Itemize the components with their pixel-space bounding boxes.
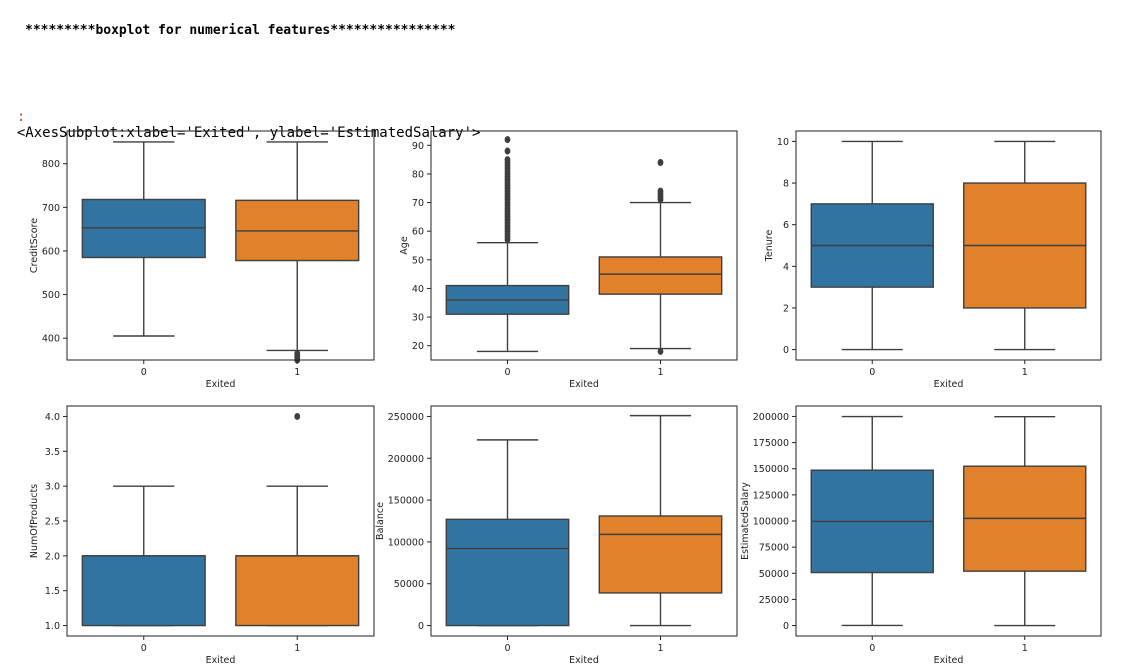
- y-tick-label: 0: [783, 345, 789, 356]
- y-tick-label: 200000: [753, 412, 789, 423]
- subplot-balance: 0 50000 100000 150000 200000 250000 0 1 Exited Ba…: [375, 405, 738, 666]
- outlier-point: [657, 187, 664, 195]
- x-tick-label: 0: [869, 367, 875, 378]
- axes-frame: [795, 130, 1102, 361]
- y-tick-label: 100000: [753, 517, 789, 528]
- y-tick-label: 1.5: [45, 586, 60, 597]
- y-tick-label: 0: [418, 621, 424, 632]
- x-axis-label: Exited: [206, 655, 236, 666]
- box-exited-1: [598, 256, 723, 295]
- x-axis-label: Exited: [569, 655, 599, 666]
- outlier-point: [657, 347, 664, 355]
- cell-output-row: : <AxesSubplot:xlabel='Exited', ylabel='…: [0, 93, 481, 141]
- y-axis-label: Balance: [375, 502, 386, 540]
- y-tick-label: 80: [412, 169, 424, 180]
- y-tick-label: 250000: [388, 412, 424, 423]
- cell-heading-text: *********boxplot for numerical features*…: [25, 23, 456, 38]
- x-tick-label: 0: [504, 367, 510, 378]
- y-tick-label: 25000: [759, 595, 789, 606]
- y-tick-label: 50000: [759, 569, 789, 580]
- y-tick-label: 150000: [753, 464, 789, 475]
- x-tick-label: 1: [657, 367, 663, 378]
- box-exited-0: [445, 518, 570, 627]
- y-axis-label: EstimatedSalary: [740, 482, 751, 560]
- x-tick-label: 0: [504, 643, 510, 654]
- x-tick-label: 0: [141, 643, 147, 654]
- y-axis-label: CreditScore: [29, 218, 40, 273]
- x-axis-label: Exited: [934, 379, 964, 390]
- x-tick-label: 1: [294, 643, 300, 654]
- y-tick-label: 175000: [753, 438, 789, 449]
- y-tick-label: 10: [777, 137, 789, 148]
- y-tick-label: 500: [42, 290, 60, 301]
- y-axis-label: NumOfProducts: [29, 484, 40, 558]
- axes-frame: [430, 130, 738, 361]
- output-repr-text: <AxesSubplot:xlabel='Exited', ylabel='Es…: [16, 125, 481, 141]
- y-tick-label: 600: [42, 246, 60, 257]
- y-tick-label: 150000: [388, 496, 424, 507]
- y-tick-label: 90: [412, 141, 424, 152]
- y-tick-label: 6: [783, 220, 789, 231]
- outlier-point: [294, 412, 301, 420]
- y-tick-label: 2.5: [45, 517, 60, 528]
- x-axis-label: Exited: [934, 655, 964, 666]
- x-axis-label: Exited: [206, 379, 236, 390]
- subplot-age: 20 30 40 50 60 70 80 90 0 1 Exited Age: [399, 130, 738, 390]
- outlier-point: [657, 158, 664, 166]
- y-tick-label: 3.0: [45, 482, 60, 493]
- y-tick-label: 125000: [753, 490, 789, 501]
- y-tick-label: 700: [42, 203, 60, 214]
- y-axis-label: Tenure: [764, 230, 775, 263]
- y-tick-label: 70: [412, 198, 424, 209]
- outlier-point: [294, 349, 301, 357]
- y-tick-label: 800: [42, 159, 60, 170]
- outlier-point: [504, 156, 511, 164]
- subplot-estimatedsalary: 0 25000 50000 75000 100000 125000 150000 175000…: [740, 405, 1102, 666]
- x-tick-label: 1: [657, 643, 663, 654]
- subplot-numofproducts: 1.0 1.5 2.0 2.5 3.0 3.5 4.0 0 1 Exited NumOfProduc…: [29, 405, 375, 666]
- subplot-tenure: 0 2 4 6 8 10 0 1 Exited Tenure: [764, 130, 1102, 390]
- y-axis-label: Age: [399, 236, 410, 255]
- y-tick-label: 50000: [394, 579, 424, 590]
- y-tick-label: 3.5: [45, 447, 60, 458]
- y-tick-label: 4: [783, 262, 789, 273]
- subplot-creditscore: 400 500 600 700 800 0 1 Exited CreditScore: [29, 130, 375, 390]
- box-exited-0: [81, 555, 206, 627]
- x-tick-label: 1: [294, 367, 300, 378]
- axes-frame: [66, 130, 375, 361]
- y-tick-label: 0: [783, 621, 789, 632]
- y-tick-label: 100000: [388, 537, 424, 548]
- axes-frame: [430, 405, 738, 637]
- box-exited-1: [598, 515, 723, 594]
- y-tick-label: 2: [783, 303, 789, 314]
- x-axis-label: Exited: [569, 379, 599, 390]
- box-exited-1: [235, 555, 360, 627]
- outlier-point: [504, 147, 511, 155]
- x-tick-label: 0: [869, 643, 875, 654]
- y-tick-label: 400: [42, 334, 60, 345]
- y-tick-label: 1.0: [45, 621, 60, 632]
- y-tick-label: 75000: [759, 543, 789, 554]
- y-tick-label: 50: [412, 255, 424, 266]
- y-tick-label: 4.0: [45, 412, 60, 423]
- outlier-point: [504, 136, 511, 144]
- y-tick-label: 200000: [388, 454, 424, 465]
- y-tick-label: 8: [783, 179, 789, 190]
- y-tick-label: 2.0: [45, 551, 60, 562]
- y-tick-label: 40: [412, 284, 424, 295]
- y-tick-label: 60: [412, 227, 424, 238]
- x-tick-label: 1: [1022, 643, 1028, 654]
- y-tick-label: 30: [412, 313, 424, 324]
- x-tick-label: 0: [141, 367, 147, 378]
- output-prompt: :: [16, 109, 26, 125]
- x-tick-label: 1: [1022, 367, 1028, 378]
- y-tick-label: 20: [412, 341, 424, 352]
